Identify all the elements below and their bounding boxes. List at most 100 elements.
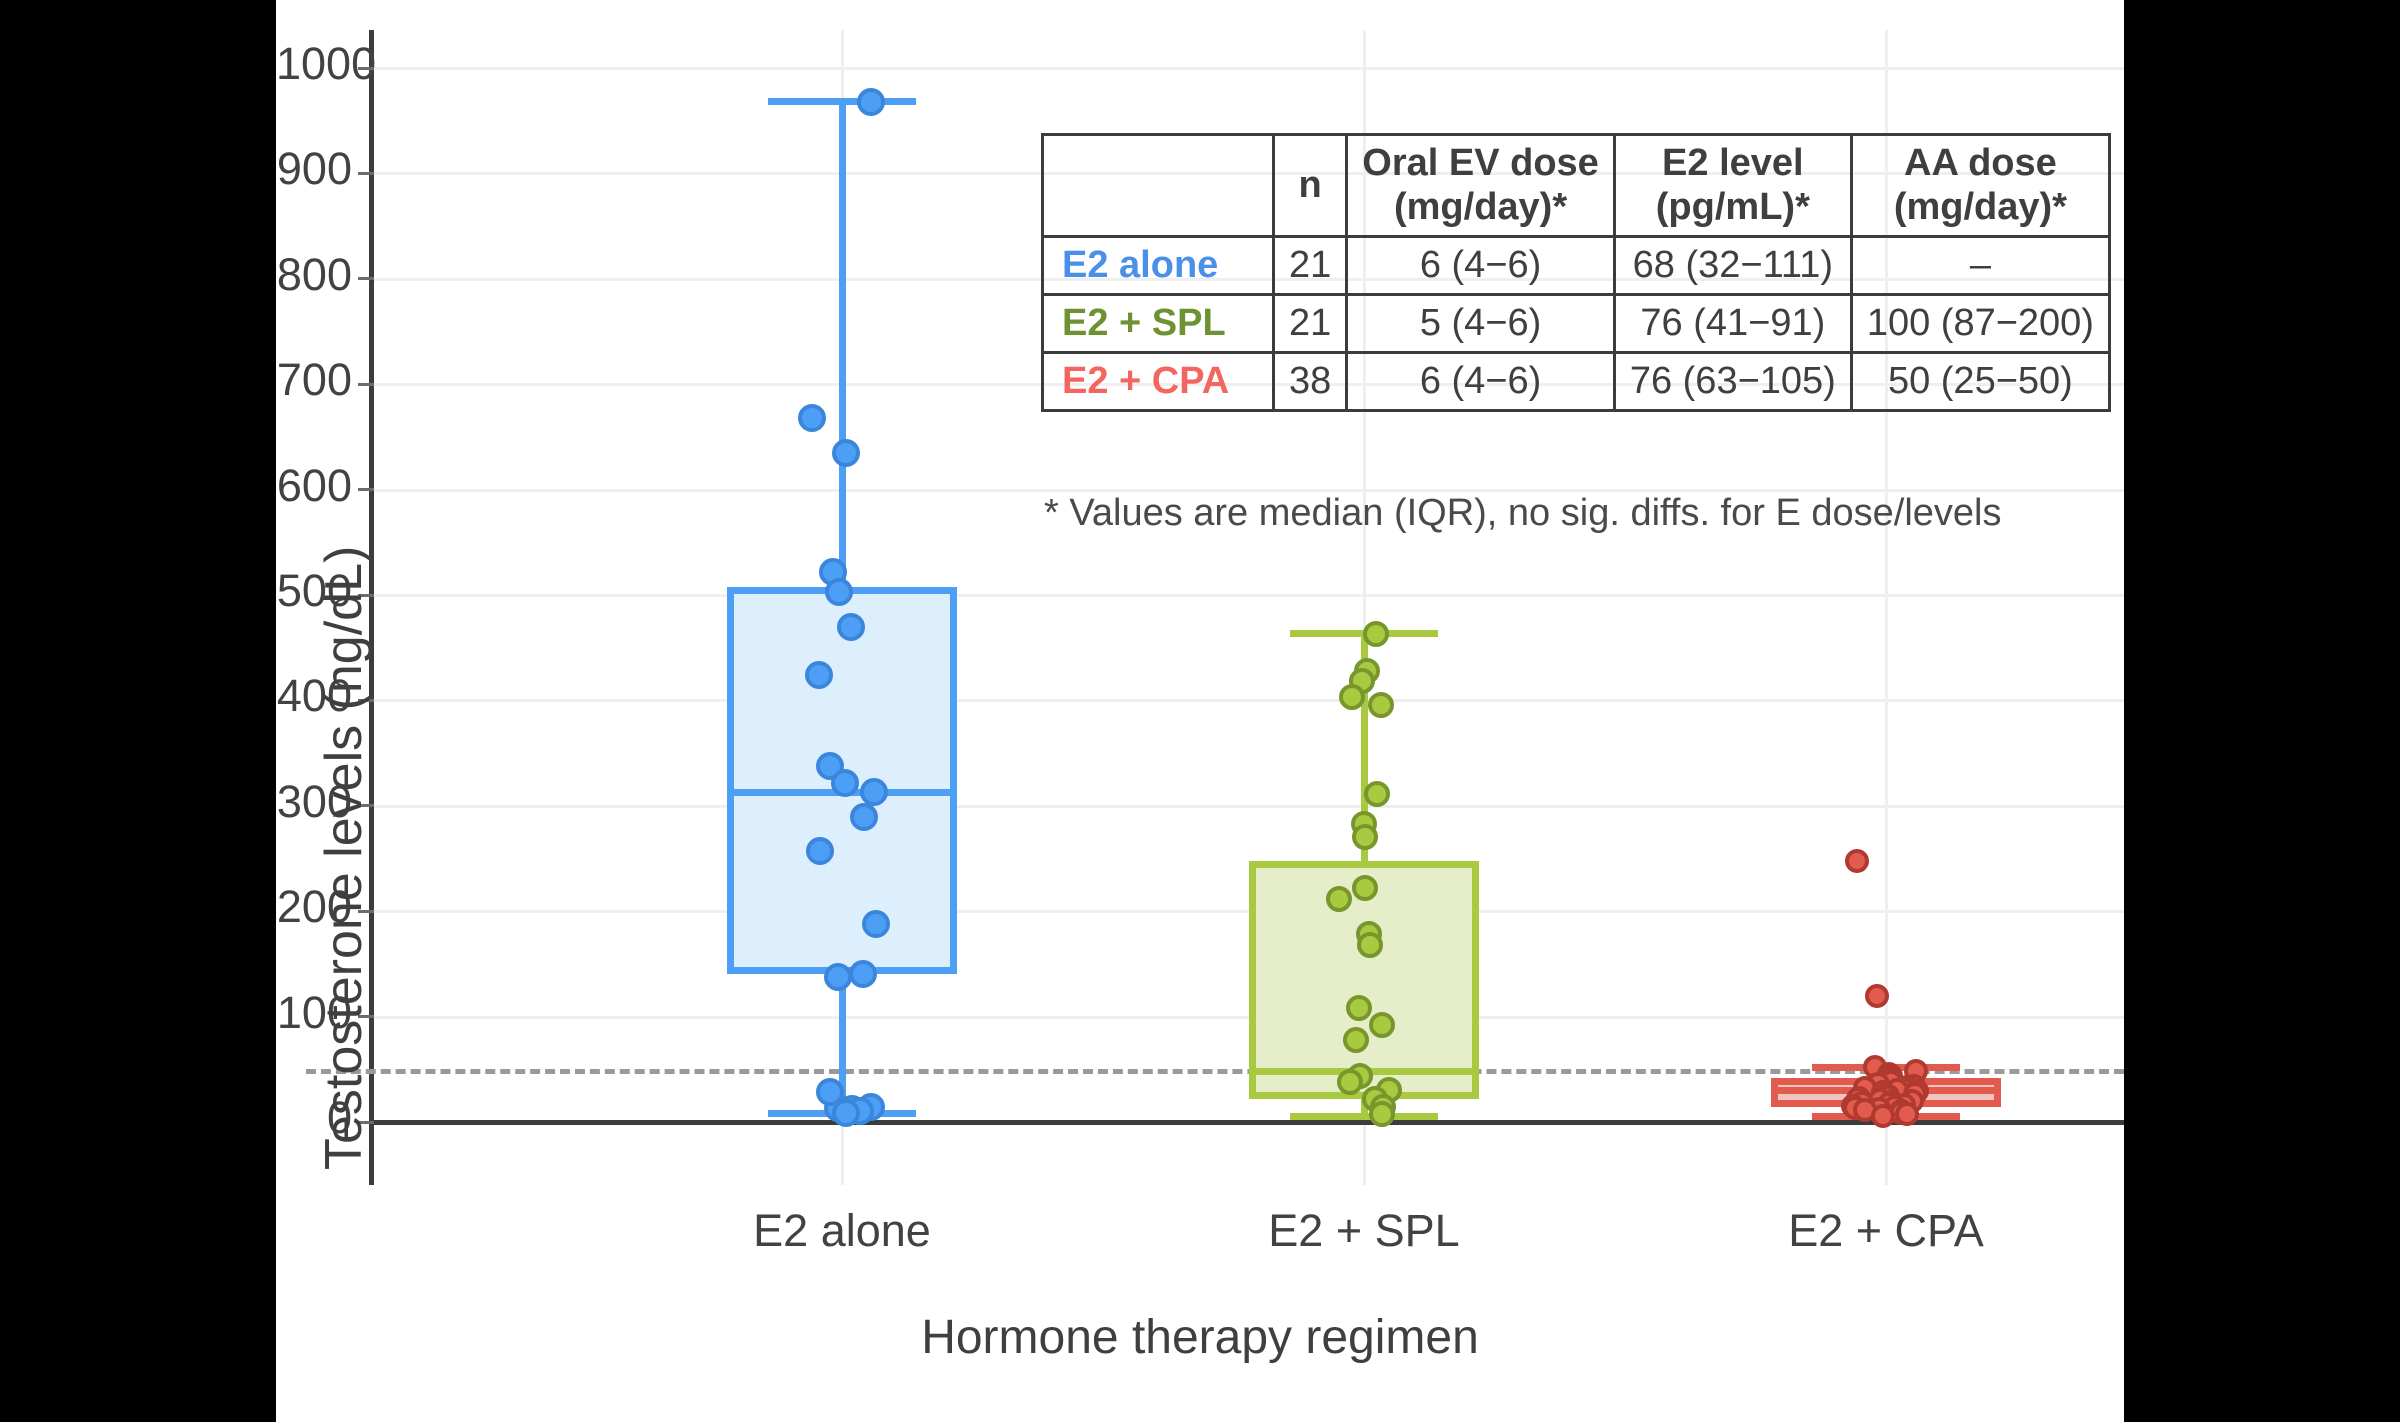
data-point [831, 438, 860, 467]
y-tick-label: 200 [276, 881, 352, 933]
data-point [1845, 848, 1870, 873]
gridline-horizontal [370, 910, 2124, 914]
y-tick-label: 1000 [276, 38, 377, 89]
gridline-horizontal [370, 67, 2124, 70]
data-point [1367, 691, 1394, 718]
cell-e2_level: 76 (41−91) [1612, 293, 1853, 355]
x-tick-label: E2 + SPL [1268, 1205, 1460, 1256]
cell-n: 38 [1271, 351, 1349, 413]
y-tick-label: 800 [276, 248, 352, 300]
data-point [856, 87, 885, 116]
whisker-upper-1 [1360, 633, 1368, 861]
header-aa-dose: AA dose (mg/day)* [1849, 132, 2111, 239]
x-axis-title: Hormone therapy regimen [921, 1311, 1479, 1364]
whisker-lower-0 [838, 974, 846, 1114]
data-point [860, 778, 889, 807]
y-tick-mark [358, 382, 374, 386]
y-tick-label: 100 [276, 986, 352, 1038]
y-tick-label: 400 [276, 670, 352, 722]
y-tick-mark [358, 66, 374, 70]
y-axis-line [369, 30, 374, 1185]
table-row: E2 + SPL 21 5 (4−6) 76 (41−91) 100 (87−200) [1041, 293, 2111, 355]
y-tick-label: 600 [276, 459, 352, 511]
y-tick-mark [358, 171, 374, 175]
data-point [849, 960, 878, 989]
data-point [849, 803, 878, 832]
header-oral-ev-line1: Oral EV dose [1362, 142, 1599, 184]
x-tick-label: E2 alone [753, 1205, 931, 1256]
data-point [1369, 1012, 1396, 1039]
cell-n: 21 [1271, 293, 1349, 355]
data-point [824, 962, 853, 991]
y-tick-mark [358, 1015, 374, 1019]
data-point [1364, 781, 1391, 808]
data-point [1337, 1068, 1364, 1095]
y-tick-mark [358, 698, 374, 702]
data-point [1363, 620, 1390, 647]
y-tick-mark [358, 1120, 374, 1124]
row-label-1: E2 + SPL [1041, 293, 1275, 355]
cell-e2_level: 68 (32−111) [1612, 235, 1853, 297]
data-point [1871, 1103, 1896, 1128]
gridline-vertical [1363, 30, 1366, 1185]
header-n: n [1271, 132, 1349, 239]
cell-aa_dose: 100 (87−200) [1849, 293, 2111, 355]
data-point [831, 1098, 860, 1127]
summary-table-wrapper: n Oral EV dose (mg/day)* E2 level (pg/mL… [1041, 132, 2111, 413]
header-oral-ev-line2: (mg/day)* [1393, 185, 1568, 228]
y-tick-label: 700 [276, 354, 352, 406]
y-tick-label: 0 [326, 1092, 352, 1143]
data-point [1345, 995, 1372, 1022]
y-tick-mark [358, 488, 374, 492]
data-point [830, 768, 859, 797]
cell-oral_ev: 5 (4−6) [1345, 293, 1616, 355]
cell-oral_ev: 6 (4−6) [1345, 351, 1616, 413]
y-tick-label: 900 [276, 143, 352, 195]
summary-table: n Oral EV dose (mg/day)* E2 level (pg/mL… [1041, 132, 2111, 413]
gridline-vertical [1885, 30, 1888, 1185]
y-tick-mark [358, 804, 374, 808]
data-point [805, 661, 834, 690]
figure-canvas: 0 100 200 300 400 500 600 700 800 900 1000 Testost… [276, 0, 2124, 1422]
data-point [1352, 875, 1379, 901]
y-tick-label: 500 [276, 565, 352, 616]
table-row: E2 alone 21 6 (4−6) 68 (32−111) – [1041, 235, 2111, 297]
y-tick-mark [358, 909, 374, 913]
cell-n: 21 [1271, 235, 1349, 297]
gridline-horizontal [370, 594, 2124, 597]
x-axis-line [369, 1120, 2124, 1125]
data-point [1864, 983, 1889, 1008]
whisker-upper-0 [838, 101, 846, 587]
header-e2-level: E2 level (pg/mL)* [1612, 132, 1853, 239]
data-point [797, 403, 826, 432]
data-point [1895, 1101, 1920, 1126]
gridline-horizontal [370, 488, 2124, 492]
data-point [836, 612, 865, 641]
header-blank [1041, 132, 1275, 239]
cell-aa_dose: 50 (25−50) [1849, 351, 2111, 413]
cell-oral_ev: 6 (4−6) [1345, 235, 1616, 297]
header-oral-ev-dose: Oral EV dose (mg/day)* [1345, 132, 1616, 239]
data-point [1339, 684, 1366, 711]
reference-line [306, 1069, 2124, 1075]
table-footnote: * Values are median (IQR), no sig. diffs… [1044, 492, 2002, 534]
header-aa-dose-line1: AA dose [1904, 142, 2057, 184]
data-point [861, 909, 890, 938]
gridline-horizontal [370, 1015, 2124, 1019]
data-point [1352, 824, 1379, 851]
data-point [1369, 1100, 1396, 1127]
data-point [1342, 1026, 1369, 1053]
whisker-cap-upper-0 [768, 98, 916, 106]
cell-aa_dose: – [1849, 235, 2111, 297]
y-tick-label: 300 [276, 775, 352, 827]
data-point [824, 577, 853, 606]
header-e2-level-line1: E2 level [1662, 142, 1804, 184]
gridline-horizontal [370, 804, 2124, 808]
cell-e2_level: 76 (63−105) [1612, 351, 1853, 413]
row-label-2: E2 + CPA [1041, 351, 1275, 413]
gridline-horizontal [370, 699, 2124, 703]
y-axis-title: Testosterone levels (ng/dL) [315, 545, 373, 1170]
table-body: E2 alone 21 6 (4−6) 68 (32−111) – E2 + SPL 21 5… [1041, 235, 2111, 413]
header-e2-level-line2: (pg/mL)* [1655, 185, 1810, 228]
